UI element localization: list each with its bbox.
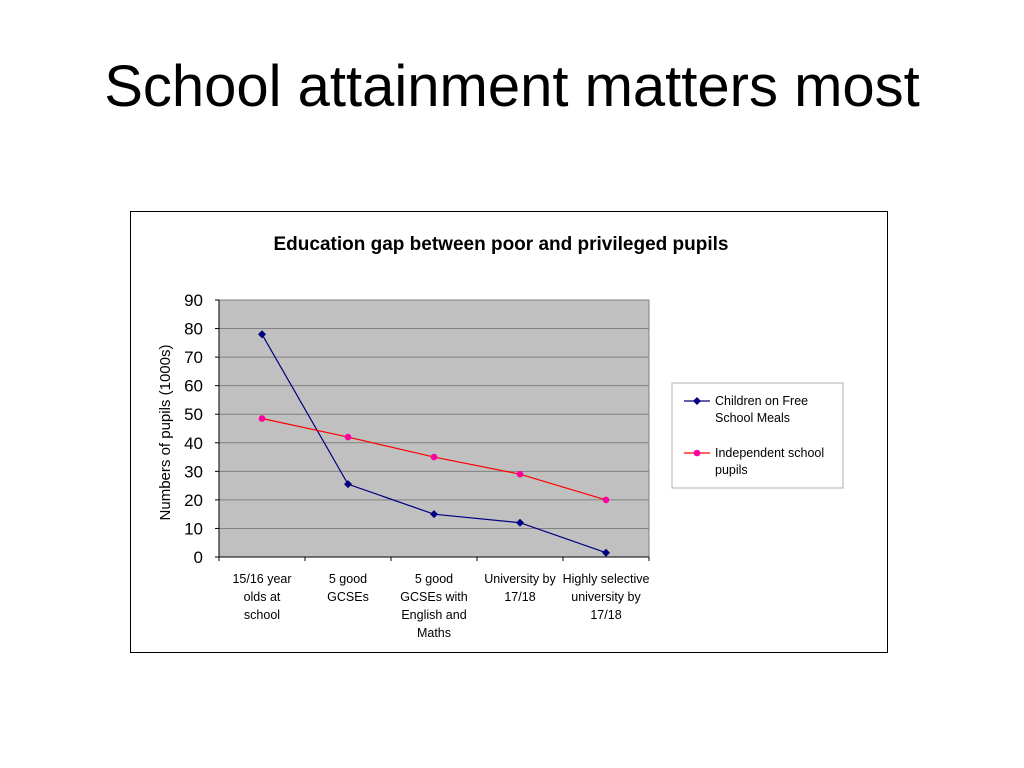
y-tick-label: 40	[184, 434, 203, 453]
data-point	[516, 518, 524, 527]
plot-area	[218, 299, 650, 558]
data-point	[344, 433, 352, 441]
y-tick-label: 90	[184, 291, 203, 310]
x-category-label: GCSEs with	[400, 590, 467, 604]
data-point	[344, 480, 352, 489]
x-category-label: Highly selective	[563, 572, 650, 586]
y-tick-label: 20	[184, 491, 203, 510]
line-chart: Education gap between poor and privilege…	[157, 234, 844, 640]
legend-label: School Meals	[715, 411, 790, 425]
legend-swatch-marker	[693, 397, 701, 405]
x-category-label: GCSEs	[327, 590, 369, 604]
y-tick-label: 0	[194, 548, 203, 567]
x-category-label: 5 good	[329, 572, 367, 586]
x-category-label: University by	[484, 572, 556, 586]
data-point	[602, 496, 610, 504]
chart-frame: Education gap between poor and privilege…	[130, 211, 888, 653]
y-tick-label: 30	[184, 462, 203, 481]
y-tick-label: 10	[184, 519, 203, 538]
legend-label: Independent school	[715, 446, 824, 460]
legend-label: pupils	[715, 463, 748, 477]
data-point	[516, 470, 524, 478]
x-category-label: 17/18	[590, 608, 621, 622]
x-category-label: English and	[401, 608, 466, 622]
y-tick-label: 70	[184, 348, 203, 367]
legend-label: Children on Free	[715, 394, 808, 408]
x-category-label: Maths	[417, 626, 451, 640]
data-point	[430, 453, 438, 461]
y-tick-label: 80	[184, 320, 203, 339]
x-category-label: 15/16 year	[232, 572, 291, 586]
chart-title: Education gap between poor and privilege…	[274, 234, 729, 255]
x-category-label: 17/18	[504, 590, 535, 604]
data-point	[258, 415, 266, 422]
x-category-label: 5 good	[415, 572, 453, 586]
legend-swatch-marker	[693, 449, 701, 457]
data-point	[602, 548, 610, 557]
data-point	[258, 330, 266, 339]
x-category-label: olds at	[244, 590, 281, 604]
slide-title: School attainment matters most	[104, 54, 920, 119]
x-category-label: university by	[571, 590, 641, 604]
y-axis-label: Numbers of pupils (1000s)	[157, 345, 174, 521]
y-tick-label: 50	[184, 405, 203, 424]
x-category-label: school	[244, 608, 280, 622]
y-tick-label: 60	[184, 377, 203, 396]
